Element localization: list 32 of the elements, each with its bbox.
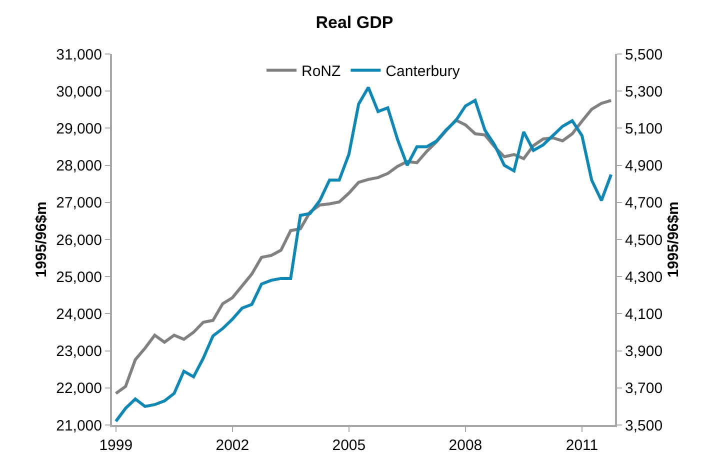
x-tick-label: 1999 (99, 437, 133, 454)
y-tick-label: 24,000 (56, 306, 102, 323)
y2-tick-label: 3,500 (625, 417, 663, 434)
y2-tick-label: 4,700 (625, 194, 663, 212)
y-tick-label: 26,000 (56, 232, 102, 249)
y2-tick-label: 5,500 (625, 46, 663, 64)
y2-tick-label: 3,700 (625, 380, 663, 398)
x-tick-label: 2005 (332, 437, 366, 454)
y2-tick-label: 4,100 (625, 306, 663, 323)
x-tick-label: 2011 (566, 437, 598, 454)
y2-tick-label: 5,100 (625, 120, 663, 138)
x-tick-label: 2002 (216, 437, 250, 454)
x-tick-label: 2008 (448, 437, 482, 454)
legend-label: Canterbury (386, 63, 460, 80)
y2-tick-label: 4,300 (625, 268, 663, 286)
y2-tick-label: 3,900 (625, 343, 663, 360)
y2-axis-title: 1995/96$m (665, 202, 682, 278)
y-tick-label: 22,000 (56, 380, 102, 398)
y2-tick-label: 5,300 (625, 83, 663, 100)
y-tick-label: 21,000 (56, 417, 102, 434)
y-tick-label: 25,000 (56, 268, 102, 286)
y-tick-label: 28,000 (56, 158, 102, 175)
y-axis-title: 1995/96$m (32, 202, 50, 278)
chart-title: Real GDP (316, 13, 394, 32)
legend-label: RoNZ (302, 63, 341, 80)
y-tick-label: 27,000 (56, 194, 102, 212)
y-tick-label: 30,000 (56, 83, 102, 100)
y2-tick-label: 4,500 (625, 232, 663, 249)
y-tick-label: 23,000 (56, 343, 102, 360)
y2-tick-label: 4,900 (625, 158, 663, 175)
y-tick-label: 31,000 (56, 46, 102, 64)
y-tick-label: 29,000 (56, 120, 102, 138)
